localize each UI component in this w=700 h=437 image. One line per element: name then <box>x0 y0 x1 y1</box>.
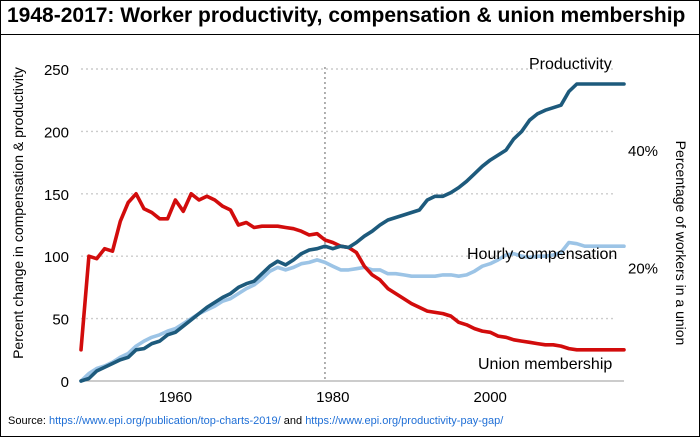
x-tick-labels: 1960 1980 2000 <box>159 389 507 406</box>
y-tick-label-150: 150 <box>44 187 69 204</box>
productivity-line <box>79 82 626 383</box>
chart-title: 1948-2017: Worker productivity, compensa… <box>7 4 686 27</box>
union-membership-label: Union membership <box>478 356 612 373</box>
y2-axis-label: Percentage of workers in a union <box>673 141 689 346</box>
y-tick-label-200: 200 <box>44 124 69 141</box>
y2-tick-label-40pct: 40% <box>628 143 658 160</box>
series-layer <box>79 82 626 383</box>
y2-tick-label-20pct: 20% <box>628 260 658 277</box>
y-tick-label-100: 100 <box>44 249 69 266</box>
title-divider <box>1 34 699 35</box>
y-tick-label-250: 250 <box>44 62 69 79</box>
x-tick-label-1980: 1980 <box>316 389 349 406</box>
y-tick-label-0: 0 <box>61 374 69 391</box>
source-and: and <box>280 415 306 427</box>
source-prefix: Source: <box>8 415 49 427</box>
source-link-top-charts[interactable]: https://www.epi.org/publication/top-char… <box>48 415 281 427</box>
x-tick-label-2000: 2000 <box>474 389 507 406</box>
y2-tick-labels: 20% 40% <box>628 143 658 277</box>
hourly-compensation-line <box>79 240 626 383</box>
union-membership-line <box>79 192 626 352</box>
y-tick-labels: 0 50 100 150 200 250 <box>44 62 69 391</box>
grid-layer <box>81 68 624 382</box>
y-tick-label-50: 50 <box>52 312 69 329</box>
source-note: Source: https://www.epi.org/publication/… <box>8 415 503 427</box>
productivity-label: Productivity <box>529 56 612 73</box>
compensation-label: Hourly compensation <box>467 246 617 263</box>
source-link-productivity-pay-gap[interactable]: https://www.epi.org/productivity-pay-gap… <box>305 415 504 427</box>
y-axis-label: Percent change in compensation & product… <box>10 67 26 359</box>
x-tick-label-1960: 1960 <box>159 389 192 406</box>
